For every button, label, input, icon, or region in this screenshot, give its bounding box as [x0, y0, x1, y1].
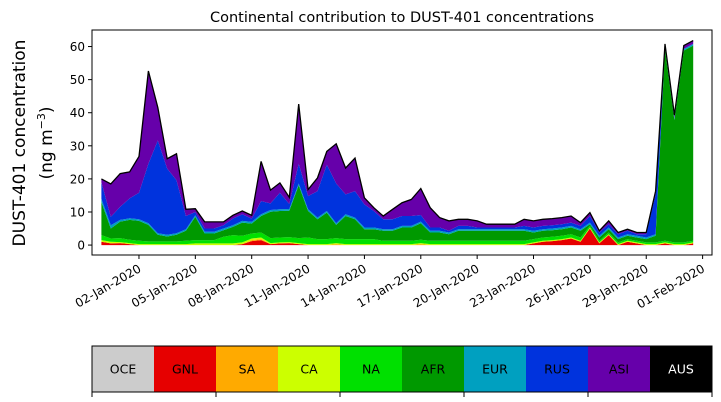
- y-axis-label-line2: (ng m−3): [35, 106, 57, 179]
- stacked-area-layers: [101, 40, 694, 246]
- area-aus: [101, 40, 694, 233]
- legend-swatch-oce: [92, 346, 155, 392]
- y-axis-unit-exponent: −3: [35, 113, 48, 129]
- legend-swatch-ca: [278, 346, 341, 392]
- area-rus: [101, 43, 694, 238]
- area-ca: [101, 227, 694, 246]
- legend-swatch-asi: [588, 346, 651, 392]
- legend-label-na: NA: [362, 362, 380, 377]
- y-axis-ticks: 0 10 20 30 40 50 60: [70, 40, 92, 253]
- area-gnl: [101, 228, 694, 246]
- y-axis-unit-base: (ng m: [37, 129, 57, 179]
- legend-label-aus: AUS: [668, 362, 694, 377]
- y-tick-label: 50: [70, 73, 85, 87]
- legend-label-ca: CA: [300, 362, 318, 377]
- x-axis-ticks: 02-Jan-202005-Jan-202008-Jan-202011-Jan-…: [73, 255, 707, 311]
- legend-swatch-na: [340, 346, 403, 392]
- y-axis-unit-close: ): [37, 106, 57, 113]
- area-na: [101, 225, 694, 245]
- total-concentration-line: [101, 40, 694, 234]
- chart-title: Continental contribution to DUST-401 con…: [210, 10, 594, 26]
- legend-label-asi: ASI: [609, 362, 629, 377]
- legend-swatch-sa: [216, 346, 279, 392]
- legend-border: [91, 345, 713, 393]
- legend-swatch-eur: [464, 346, 527, 392]
- plot-frame: [91, 29, 713, 256]
- area-asi: [101, 40, 694, 235]
- legend-swatch-rus: [526, 346, 589, 392]
- y-tick-label: 10: [70, 205, 85, 219]
- legend-label-rus: RUS: [544, 362, 570, 377]
- legend-label-gnl: GNL: [172, 362, 198, 377]
- y-tick-label: 20: [70, 172, 85, 186]
- y-tick-label: 40: [70, 106, 85, 120]
- y-axis-label: DUST-401 concentration (ng m−3): [10, 40, 57, 247]
- legend-label-oce: OCE: [110, 362, 137, 377]
- legend-swatch-aus: [650, 346, 713, 392]
- y-tick-label: 60: [70, 40, 85, 54]
- y-tick-label: 30: [70, 139, 85, 153]
- legend-label-sa: SA: [239, 362, 256, 377]
- legend-label-eur: EUR: [482, 362, 508, 377]
- legend-colorbar: OCE GNL SA CA NA AFR EUR RUS ASI AUS: [91, 345, 713, 397]
- legend-swatch-afr: [402, 346, 465, 392]
- legend-label-afr: AFR: [421, 362, 446, 377]
- y-axis-label-line1: DUST-401 concentration: [10, 40, 30, 247]
- legend-swatch-gnl: [154, 346, 217, 392]
- y-tick-label: 0: [77, 239, 85, 253]
